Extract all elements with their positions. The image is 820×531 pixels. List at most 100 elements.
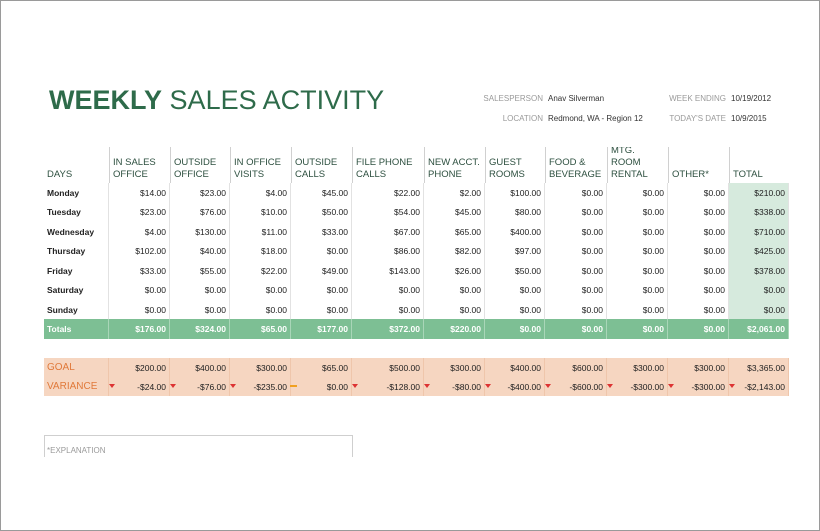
value-cell: $0.00 [668,300,729,320]
value-cell: $0.00 [607,300,668,320]
info-value: 10/19/2012 [731,94,772,103]
variance-label: VARIANCE [44,377,109,396]
variance-cell: -$300.00 [668,377,729,396]
value-cell: $0.00 [545,241,607,261]
value-cell: $0.00 [352,280,424,300]
variance-indicator [230,384,236,388]
totals-cell: $65.00 [230,319,291,339]
goal-cell: $500.00 [352,358,424,377]
column-header: FILE PHONE CALLS [352,147,424,183]
value-cell: $0.00 [668,222,729,242]
column-header: OUTSIDE OFFICE [170,147,230,183]
value-cell: $0.00 [607,202,668,222]
column-header-text: TOTAL [733,169,763,180]
value-cell: $50.00 [485,261,545,281]
value-cell: $50.00 [291,202,352,222]
value-cell: $0.00 [545,183,607,203]
totals-cell: $0.00 [485,319,545,339]
variance-indicator [485,384,491,388]
variance-cell: -$300.00 [607,377,668,396]
value-cell: $0.00 [352,300,424,320]
value-cell: $338.00 [729,202,789,222]
value-cell: $18.00 [230,241,291,261]
value-cell: $23.00 [170,183,230,203]
value-cell: $4.00 [109,222,170,242]
column-header-text: OTHER* [672,169,709,180]
variance-indicator [668,384,674,388]
variance-indicator [290,385,297,387]
column-header-text: OUTSIDE CALLS [295,157,338,180]
goal-cell: $300.00 [230,358,291,377]
value-cell: $0.00 [668,261,729,281]
explanation-box: *EXPLANATION [44,435,353,457]
info-label: SALESPERSON [483,94,543,103]
variance-indicator [607,384,613,388]
goal-cell: $300.00 [424,358,485,377]
value-cell: $0.00 [668,280,729,300]
goal-cell: $400.00 [170,358,230,377]
day-label: Friday [44,261,109,281]
variance-cell: -$600.00 [545,377,607,396]
value-cell: $0.00 [668,241,729,261]
title-bold: WEEKLY [49,85,163,115]
value-cell: $0.00 [607,280,668,300]
value-cell: $33.00 [291,222,352,242]
value-cell: $4.00 [230,183,291,203]
variance-indicator [424,384,430,388]
explanation-label: *EXPLANATION [47,446,106,455]
value-cell: $0.00 [170,300,230,320]
value-cell: $143.00 [352,261,424,281]
column-header-text: GUEST ROOMS [489,157,525,180]
value-cell: $0.00 [291,241,352,261]
goal-cell: $400.00 [485,358,545,377]
value-cell: $425.00 [729,241,789,261]
value-cell: $0.00 [607,241,668,261]
value-cell: $0.00 [424,280,485,300]
value-cell: $0.00 [668,183,729,203]
value-cell: $86.00 [352,241,424,261]
day-label: Tuesday [44,202,109,222]
column-header: OUTSIDE CALLS [291,147,352,183]
info-value: Anav Silverman [548,94,605,103]
info-label: TODAY'S DATE [669,114,726,123]
column-header-text: OUTSIDE OFFICE [174,157,217,180]
value-cell: $40.00 [170,241,230,261]
value-cell: $76.00 [170,202,230,222]
variance-cell: -$80.00 [424,377,485,396]
totals-cell: $324.00 [170,319,230,339]
variance-cell: -$2,143.00 [729,377,789,396]
value-cell: $378.00 [729,261,789,281]
value-cell: $102.00 [109,241,170,261]
value-cell: $67.00 [352,222,424,242]
totals-cell: $2,061.00 [729,319,789,339]
column-header: OTHER* [668,147,729,183]
info-value: 10/9/2015 [731,114,767,123]
value-cell: $10.00 [230,202,291,222]
info-value: Redmond, WA - Region 12 [548,114,643,123]
variance-cell: -$24.00 [109,377,170,396]
column-header: IN SALES OFFICE [109,147,170,183]
value-cell: $14.00 [109,183,170,203]
column-header: TOTAL [729,147,789,183]
day-label: Wednesday [44,222,109,242]
column-header-text: NEW ACCT. PHONE [428,157,480,180]
value-cell: $0.00 [607,222,668,242]
value-cell: $100.00 [485,183,545,203]
value-cell: $0.00 [545,280,607,300]
value-cell: $0.00 [485,280,545,300]
value-cell: $130.00 [170,222,230,242]
column-header: NEW ACCT. PHONE [424,147,485,183]
value-cell: $2.00 [424,183,485,203]
column-header: MTG. ROOM RENTAL [607,147,668,183]
value-cell: $0.00 [607,183,668,203]
value-cell: $0.00 [545,222,607,242]
variance-cell: -$128.00 [352,377,424,396]
value-cell: $23.00 [109,202,170,222]
value-cell: $54.00 [352,202,424,222]
day-label: Monday [44,183,109,203]
variance-cell: $0.00 [291,377,352,396]
totals-cell: $177.00 [291,319,352,339]
info-label: WEEK ENDING [669,94,726,103]
value-cell: $55.00 [170,261,230,281]
